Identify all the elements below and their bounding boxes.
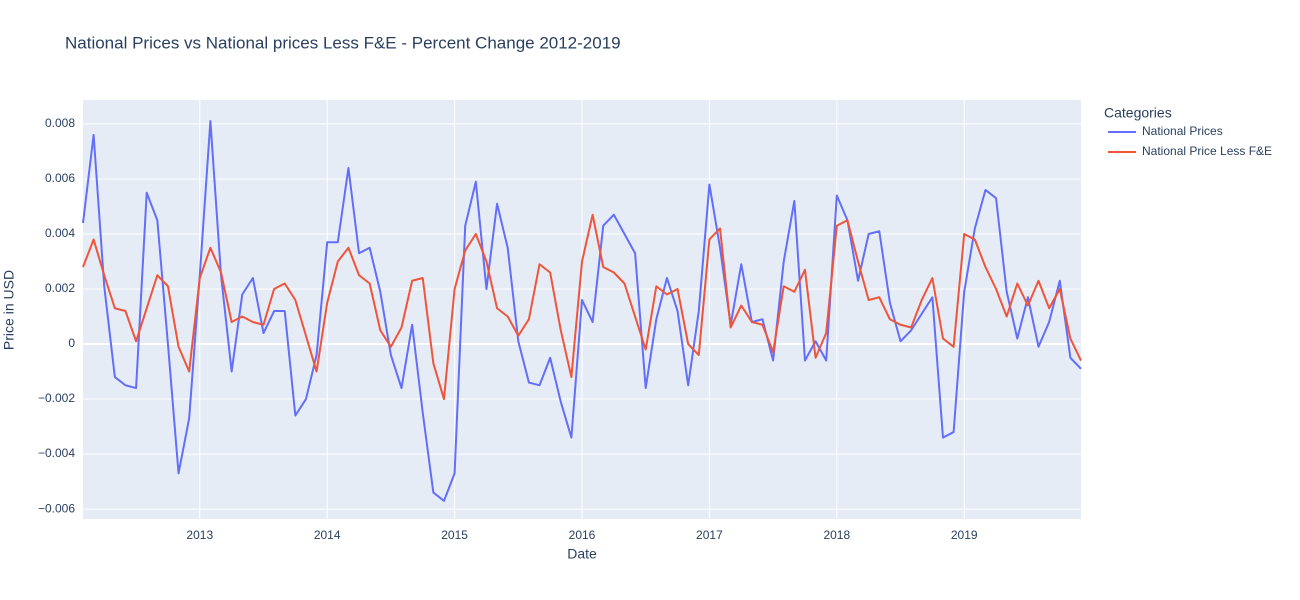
y-tick-label: 0.006: [45, 171, 75, 185]
x-tick-label: 2016: [569, 528, 596, 542]
x-tick-label: 2019: [951, 528, 978, 542]
legend-label: National Prices: [1142, 124, 1223, 138]
x-tick-label: 2018: [823, 528, 850, 542]
data-line: [82, 120, 1082, 502]
y-tick-label: −0.002: [38, 391, 75, 405]
y-tick-label: −0.006: [38, 501, 75, 515]
y-tick-label: 0: [68, 336, 75, 350]
legend-title: Categories: [1104, 105, 1172, 121]
x-tick-label: 2013: [186, 528, 213, 542]
x-tick-label: 2014: [314, 528, 341, 542]
x-tick-label: 2015: [441, 528, 468, 542]
data-line: [82, 213, 1082, 401]
y-axis-title: Price in USD: [1, 270, 17, 350]
chart-title: National Prices vs National prices Less …: [65, 33, 621, 52]
y-tick-label: −0.004: [38, 446, 75, 460]
y-tick-label: 0.004: [45, 226, 75, 240]
y-tick-label: 0.008: [45, 116, 75, 130]
legend-label: National Price Less F&E: [1142, 144, 1272, 158]
x-axis-title: Date: [567, 546, 597, 562]
y-tick-label: 0.002: [45, 281, 75, 295]
x-tick-label: 2017: [696, 528, 723, 542]
